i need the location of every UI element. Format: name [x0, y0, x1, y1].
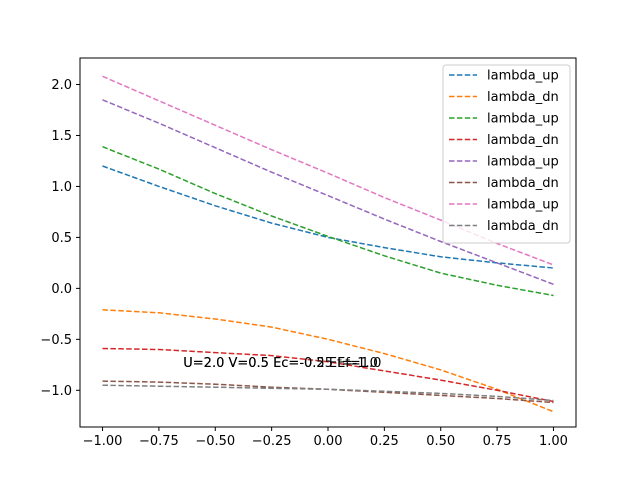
y-tick-label: 2.0 [51, 78, 72, 93]
x-tick-label: 1.00 [539, 434, 568, 449]
x-tick-label: −0.25 [252, 434, 292, 449]
legend-label-4: lambda_dn [487, 133, 559, 148]
legend-label-2: lambda_dn [487, 90, 559, 105]
legend-label-3: lambda_up [487, 112, 559, 127]
x-tick-label: −0.50 [195, 434, 235, 449]
x-tick-label: 0.25 [370, 434, 399, 449]
series-line-1-lambda-up [102, 165, 554, 269]
legend-label-6: lambda_dn [487, 176, 559, 191]
x-tick-label: 0.75 [483, 434, 512, 449]
y-axis-ticks: −1.0 −0.5 0.0 0.5 1.0 1.5 2.0 [40, 78, 80, 399]
y-tick-label: −1.0 [40, 384, 72, 399]
annotation-layer: U=2.0 V=0.5 Ec=-0.5 Ef=-1.0U=2.0 V=0.5 E… [183, 356, 381, 371]
series-line-3-lambda-up [102, 146, 554, 297]
x-tick-label: −0.75 [139, 434, 179, 449]
legend-label-5: lambda_up [487, 155, 559, 170]
y-tick-label: 0.5 [51, 231, 72, 246]
series-line-4-lambda-dn [102, 347, 554, 403]
y-tick-label: 1.0 [51, 180, 72, 195]
x-tick-label: 0.50 [426, 434, 455, 449]
series-line-5-lambda-up [102, 99, 554, 286]
legend-label-7: lambda_up [487, 198, 559, 213]
series-line-2-lambda-dn [102, 309, 554, 413]
legend: lambda_uplambda_dnlambda_uplambda_dnlamb… [442, 64, 571, 244]
annotation-2: U=2.0 V=0.5 Ec=-0.25 Ef=1.0 [183, 356, 381, 371]
annotation-1: U=2.0 V=0.5 Ec=-0.5 Ef=-1.0 [183, 356, 378, 371]
legend-label-1: lambda_up [487, 69, 559, 84]
y-tick-label: 1.5 [51, 129, 72, 144]
legend-box [442, 64, 571, 244]
x-tick-label: 0.00 [314, 434, 343, 449]
y-tick-label: −0.5 [40, 333, 72, 348]
x-axis-ticks: −1.00 −0.75 −0.50 −0.25 0.00 0.25 0.50 0.75 1.00 [83, 427, 568, 449]
y-tick-label: 0.0 [51, 282, 72, 297]
x-tick-label: −1.00 [83, 434, 123, 449]
legend-label-8: lambda_dn [487, 219, 559, 234]
series-line-8-lambda-dn [102, 384, 554, 402]
